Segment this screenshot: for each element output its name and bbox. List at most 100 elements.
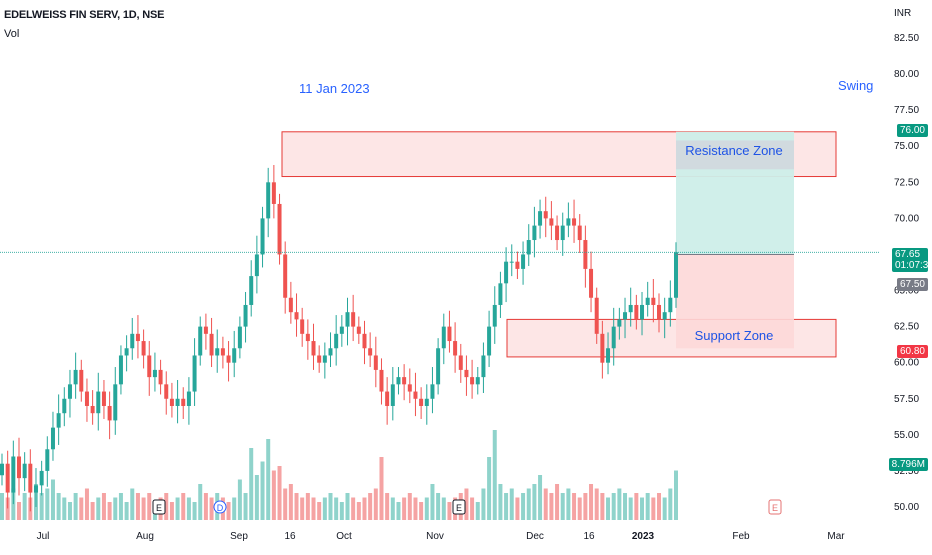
volume-bar-26 xyxy=(147,493,152,520)
candle-body-73 xyxy=(413,391,418,399)
volume-bar-71 xyxy=(402,497,407,520)
event-marker-1[interactable]: D xyxy=(213,500,227,514)
volume-layer xyxy=(0,430,678,520)
time-tick-7: 16 xyxy=(583,531,595,542)
candle-body-115 xyxy=(651,297,656,305)
resistance-price-tag: 76.00 xyxy=(896,124,928,137)
volume-bar-119 xyxy=(674,470,678,520)
volume-bar-12 xyxy=(67,502,72,520)
volume-bar-83 xyxy=(470,497,475,520)
volume-bar-48 xyxy=(271,470,276,520)
time-tick-4: Oct xyxy=(336,531,352,542)
candle-body-2 xyxy=(11,456,16,493)
candle-body-102 xyxy=(577,225,582,241)
volume-bar-103 xyxy=(583,493,588,520)
candle-body-88 xyxy=(498,283,503,305)
volume-bar-79 xyxy=(447,502,452,520)
event-marker-0[interactable]: E xyxy=(152,499,166,515)
candle-body-1 xyxy=(5,463,10,493)
candle-body-37 xyxy=(209,333,214,356)
candle-body-114 xyxy=(645,297,650,305)
candle-body-83 xyxy=(470,377,475,385)
candle-body-22 xyxy=(124,348,129,356)
candle-body-67 xyxy=(379,369,384,392)
volume-bar-65 xyxy=(368,493,373,520)
candle-body-98 xyxy=(555,225,560,241)
candle-body-62 xyxy=(351,312,356,327)
price-tick-2: 77.50 xyxy=(894,105,919,116)
volume-bar-16 xyxy=(90,502,95,520)
volume-bar-18 xyxy=(101,493,106,520)
candles-layer[interactable] xyxy=(0,164,678,512)
position-layer xyxy=(676,131,794,349)
candle-body-39 xyxy=(220,348,225,356)
candle-body-85 xyxy=(481,355,486,378)
volume-bar-9 xyxy=(50,479,55,520)
candle-body-8 xyxy=(45,449,50,471)
date-annotation[interactable]: 11 Jan 2023 xyxy=(299,81,370,96)
volume-bar-42 xyxy=(237,479,242,520)
time-tick-9: Feb xyxy=(732,531,750,542)
resistance-zone-label: Resistance Zone xyxy=(685,143,783,158)
candle-body-89 xyxy=(504,261,509,284)
time-axis[interactable]: Jul Aug Sep 16 Oct Nov Dec 16 2023 Feb Mar xyxy=(37,531,846,542)
candle-body-65 xyxy=(368,348,373,356)
volume-bar-77 xyxy=(436,493,441,520)
volume-bar-14 xyxy=(79,497,84,520)
time-tick-10: Mar xyxy=(827,531,845,542)
time-tick-1: Aug xyxy=(136,531,154,542)
volume-bar-69 xyxy=(390,497,395,520)
candle-body-70 xyxy=(396,377,401,385)
volume-bar-32 xyxy=(181,493,186,520)
event-marker-3[interactable]: E xyxy=(768,499,782,515)
volume-bar-59 xyxy=(334,497,339,520)
volume-bar-84 xyxy=(475,502,480,520)
candle-body-32 xyxy=(181,398,186,406)
price-tick-0: 82.50 xyxy=(894,33,919,44)
volume-indicator-label[interactable]: Vol xyxy=(4,28,20,40)
bar-countdown: 01:07:32 xyxy=(895,260,932,271)
candle-body-99 xyxy=(560,225,565,241)
event-marker-2[interactable]: E xyxy=(452,499,466,515)
time-tick-5: Nov xyxy=(426,531,444,542)
volume-bar-107 xyxy=(606,497,611,520)
candle-body-15 xyxy=(84,391,89,406)
volume-bar-113 xyxy=(640,497,645,520)
candle-body-58 xyxy=(328,348,333,356)
price-tick-10: 57.50 xyxy=(894,394,919,405)
candle-body-29 xyxy=(164,384,169,399)
candle-body-96 xyxy=(543,211,548,219)
volume-bar-63 xyxy=(356,502,361,520)
candle-body-64 xyxy=(362,333,367,349)
volume-bar-109 xyxy=(617,488,622,520)
time-tick-6: Dec xyxy=(526,531,544,542)
candle-body-111 xyxy=(628,304,633,313)
volume-bar-53 xyxy=(300,497,305,520)
volume-bar-23 xyxy=(130,488,135,520)
volume-bar-56 xyxy=(317,502,322,520)
candle-body-0 xyxy=(0,463,4,476)
stop-area xyxy=(676,254,794,349)
candle-body-46 xyxy=(260,218,265,255)
support-price-tag: 60.80 xyxy=(896,345,928,358)
candle-body-45 xyxy=(254,254,259,277)
candle-body-81 xyxy=(458,355,463,370)
symbol-title[interactable]: EDELWEISS FIN SERV, 1D, NSE xyxy=(4,9,165,21)
volume-bar-36 xyxy=(203,493,208,520)
volume-bar-0 xyxy=(0,493,4,520)
style-annotation[interactable]: Swing xyxy=(838,78,874,93)
volume-bar-67 xyxy=(379,457,384,520)
earnings-icon xyxy=(152,499,166,515)
volume-bar-13 xyxy=(73,493,78,520)
candle-body-13 xyxy=(73,369,78,385)
candle-body-28 xyxy=(158,369,163,385)
volume-bar-95 xyxy=(538,475,543,520)
volume-bar-64 xyxy=(362,497,367,520)
candle-body-49 xyxy=(277,203,282,255)
candle-body-93 xyxy=(526,240,531,255)
price-tick-7: 65.00 xyxy=(894,286,919,297)
last-price-tag: 67.65 01:07:32 xyxy=(892,248,932,272)
